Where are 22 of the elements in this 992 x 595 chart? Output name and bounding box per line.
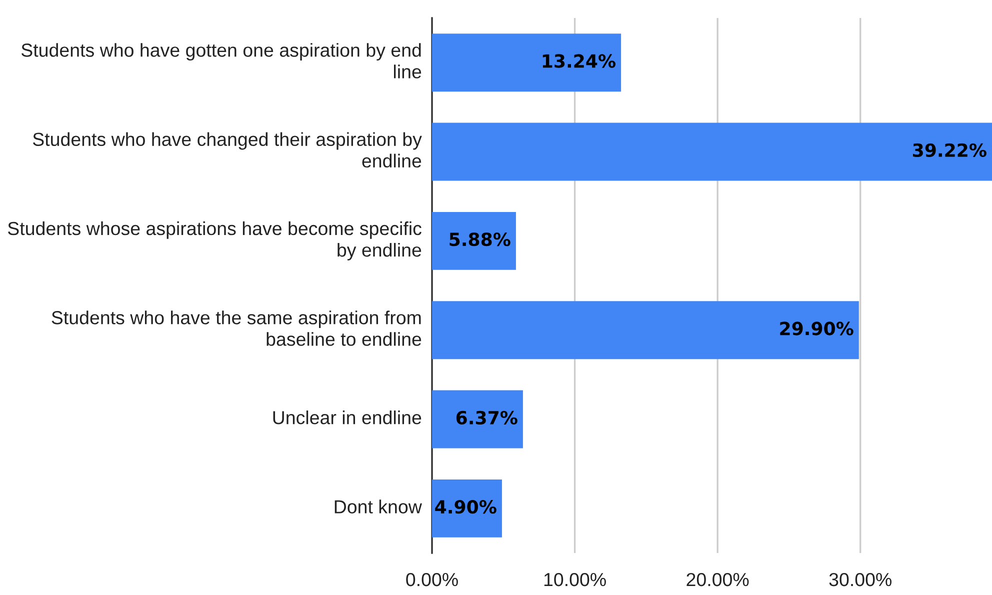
y-tick-label: Unclear in endline xyxy=(273,410,422,424)
x-tick-label: 0.00% xyxy=(406,572,458,586)
y-tick-label: Students whose aspirations have become specific by endline xyxy=(8,221,422,260)
bar xyxy=(432,390,523,448)
x-tick-label: 10.00% xyxy=(544,572,606,586)
data-label: 4.90% xyxy=(435,500,496,514)
bar xyxy=(432,301,859,360)
data-label: 5.88% xyxy=(450,232,510,246)
x-tick-label: 20.00% xyxy=(686,572,749,586)
y-tick-label: Students who have gotten one aspiration by end line xyxy=(21,43,422,78)
y-tick-label: Dont know xyxy=(334,500,422,514)
bar xyxy=(432,212,516,270)
data-label: 39.22% xyxy=(913,143,986,157)
y-tick-label: Students who have the same aspiration from baseline to endline xyxy=(52,310,422,346)
data-label: 6.37% xyxy=(456,410,518,424)
data-label: 13.24% xyxy=(542,54,616,68)
x-tick-label: 30.00% xyxy=(829,572,892,586)
y-tick-label: Students who have changed their aspiration by endline xyxy=(32,132,422,168)
bar xyxy=(432,34,622,92)
bar xyxy=(432,122,992,181)
data-label: 29.90% xyxy=(780,322,854,336)
bar xyxy=(432,479,502,538)
